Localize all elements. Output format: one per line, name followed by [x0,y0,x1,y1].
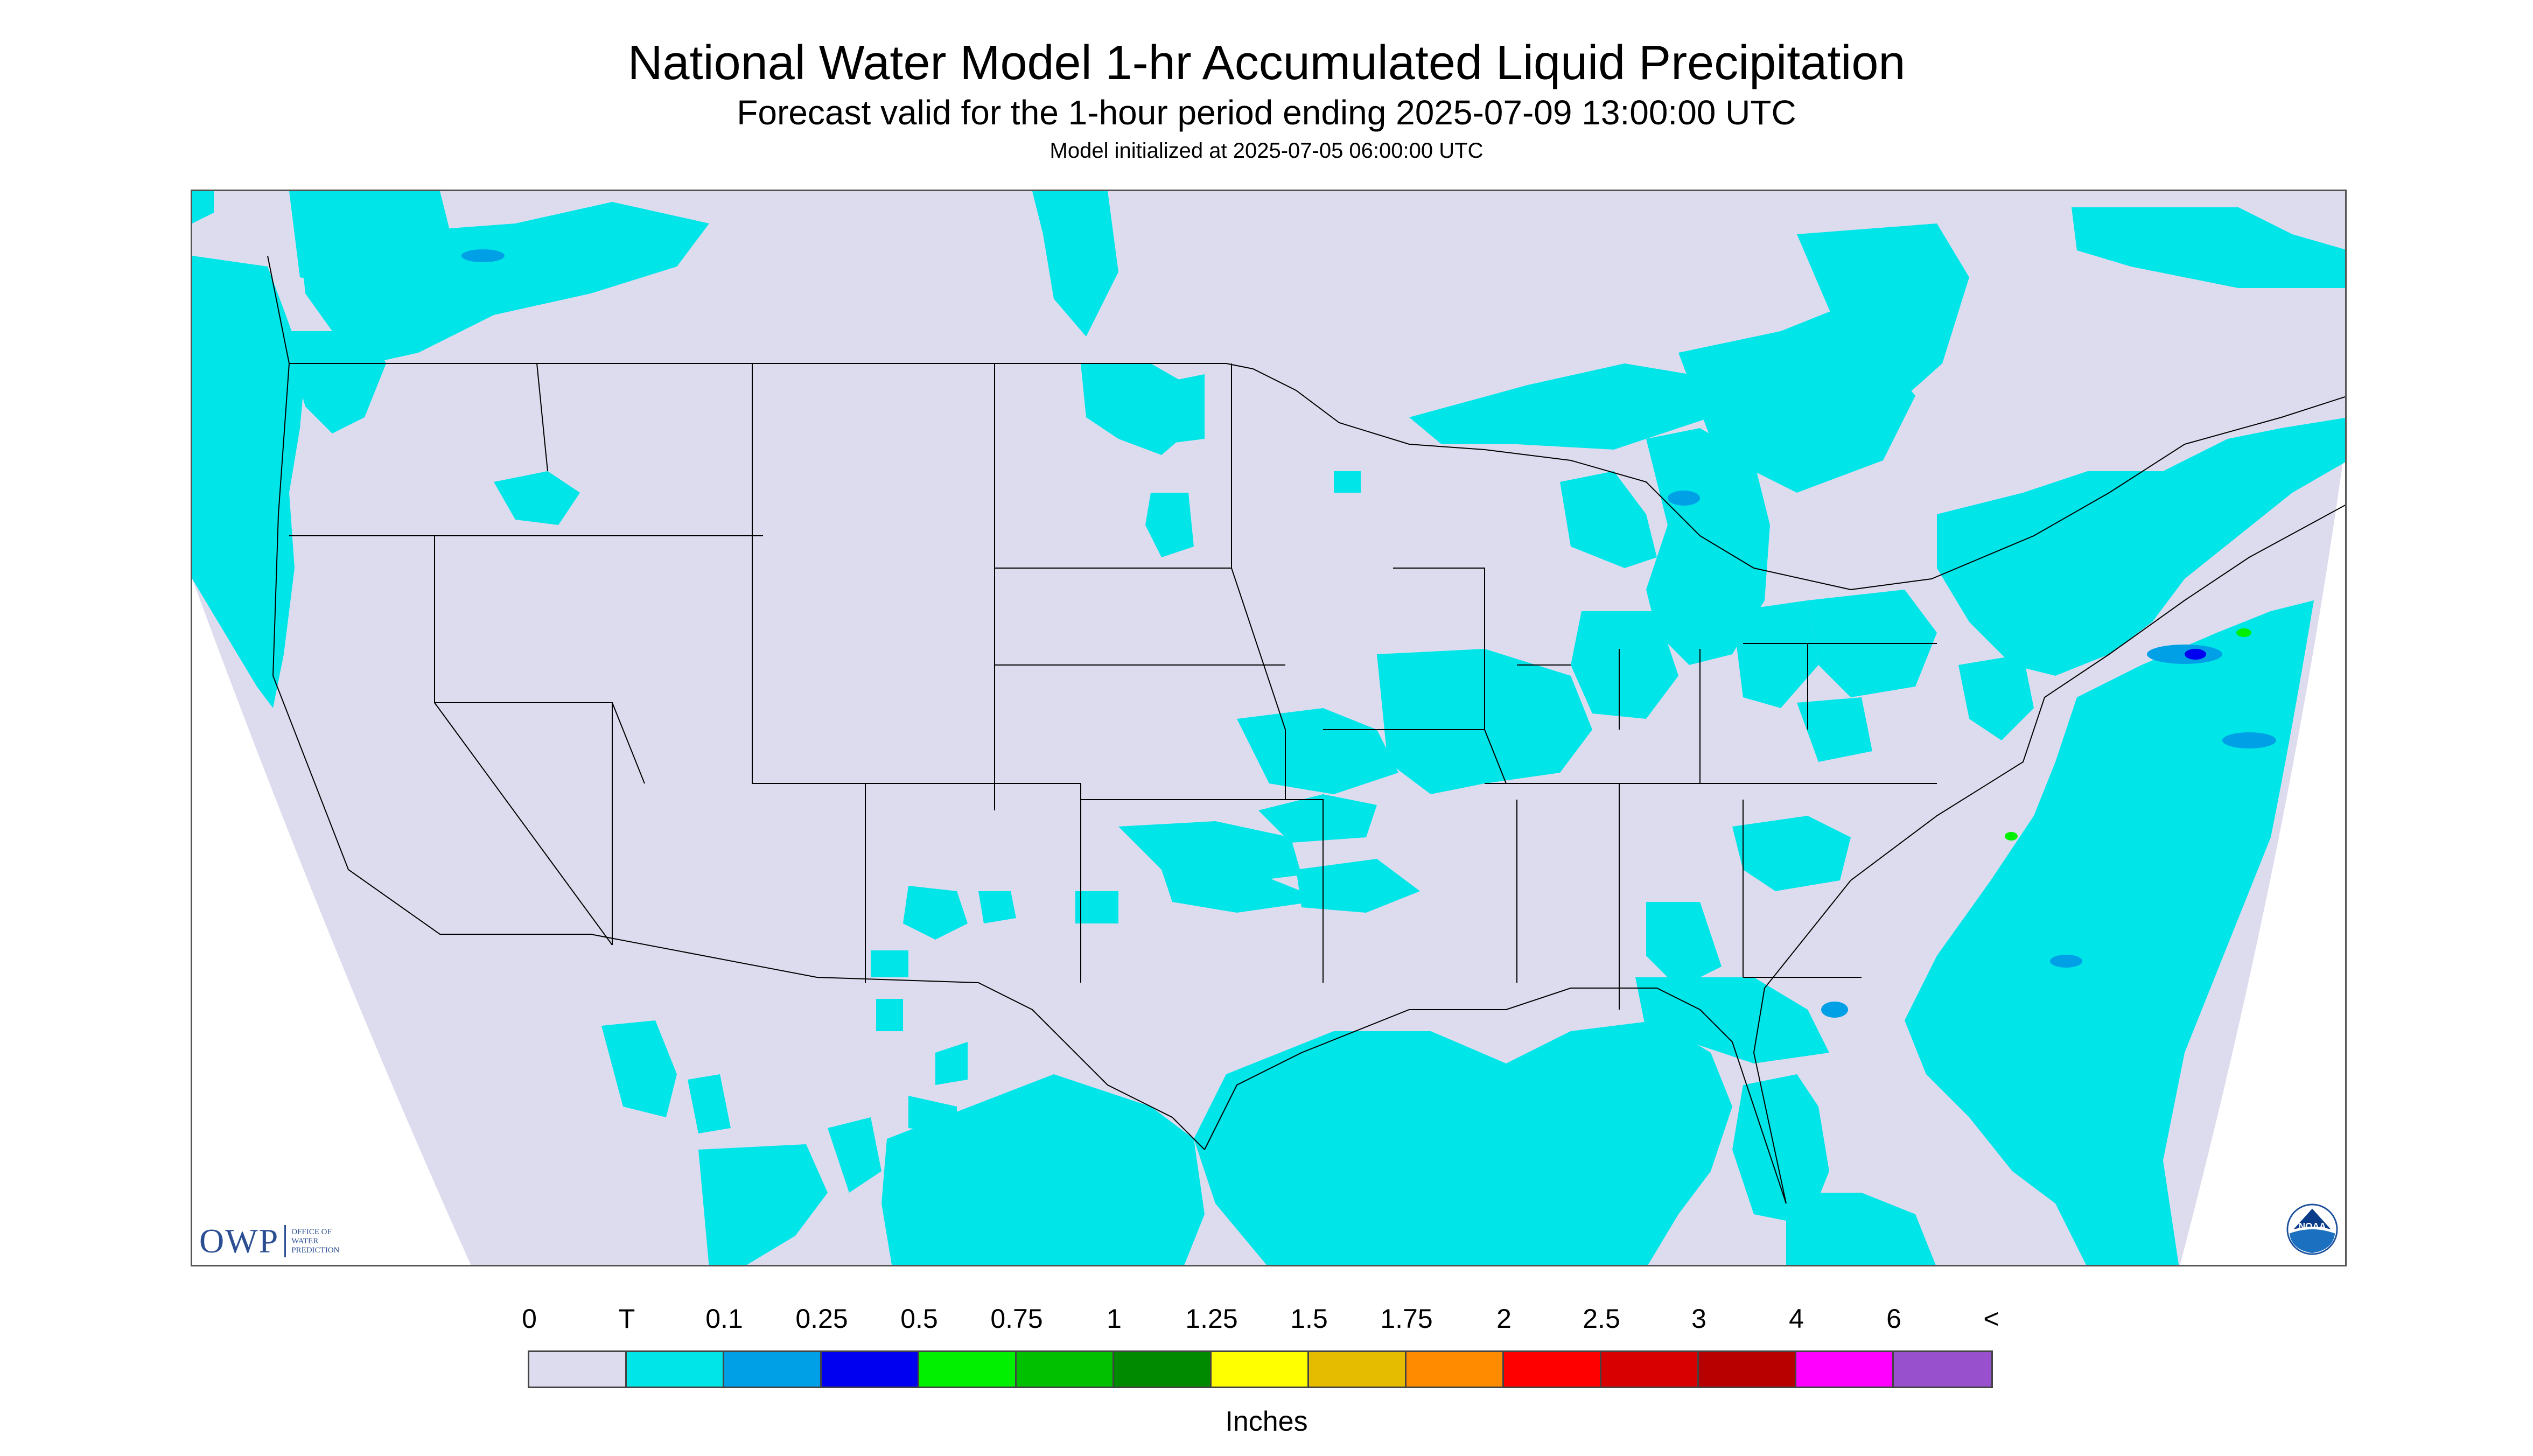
precip-wisconsin-michigan [1560,471,1657,568]
precip-northeast [1937,417,2345,676]
precip-gulf-east [1732,1074,1829,1225]
us-mexico-border [590,934,1205,1150]
legend-swatch [919,1352,1017,1387]
legend-swatch [1796,1352,1894,1387]
us-canada-border [289,363,2345,591]
heavy-precip-cores [2005,628,2251,841]
legend-swatch [1504,1352,1601,1387]
legend-swatch [529,1352,627,1387]
owp-logo-divider [284,1225,286,1257]
precip-ohio-valley [1571,611,1678,719]
legend-label: 4 [1789,1304,1804,1334]
legend-swatch [1407,1352,1504,1387]
legend-label: 1 [1107,1304,1122,1334]
state-boundaries [289,363,1937,1010]
legend-label: 0.75 [990,1304,1043,1334]
precip-west-texas [1075,891,1118,923]
legend-swatch [1212,1352,1309,1387]
precip-ok-arkansas [1296,859,1420,913]
legend-labels: 0 T 0.1 0.25 0.5 0.75 1 1.25 1.5 1.75 2 2.5 3 4 6 < [0,1303,2533,1335]
legend-swatch [1309,1352,1407,1387]
precip-oklahoma-2 [1161,870,1312,913]
legend-label: 1.5 [1290,1304,1328,1334]
legend-label: 3 [1691,1304,1706,1334]
page-title: National Water Model 1-hr Accumulated Li… [627,36,1906,90]
precip-southeast [1646,902,1722,988]
legend-label: 1.75 [1380,1304,1433,1334]
precip-mexico-coast [601,1020,677,1117]
legend-label: 2 [1496,1304,1512,1334]
owp-logo-text: Office of Water Prediction [291,1227,340,1255]
heavier-precip-atlantic-2 [2222,732,2276,748]
forecast-valid-subtitle: Forecast valid for the 1-hour period end… [737,93,1796,132]
legend-swatch [1017,1352,1114,1387]
model-init-subtitle: Model initialized at 2025-07-05 06:00:00… [1049,139,1484,163]
precip-gulf-carib [1786,1193,1936,1265]
precip-mexico-south [881,1074,1205,1265]
precip-mexico-central [828,1117,881,1193]
legend-units: Inches [1225,1406,1308,1437]
owp-logo-mark: OWP [199,1222,279,1260]
precip-texas-panhandle [903,886,968,940]
legend-swatch [1601,1352,1699,1387]
precip-texas-2 [871,950,908,977]
legend-swatch [724,1352,822,1387]
precip-georgia [1635,977,1829,1063]
precip-washington [284,331,386,433]
legend-label: T [618,1304,635,1334]
legend-label: 0.25 [795,1304,848,1334]
precip-kentucky [1797,697,1872,762]
legend-label: 0 [522,1304,537,1334]
legend-swatch [1114,1352,1212,1387]
noaa-logo-icon: NOAA [2286,1203,2338,1255]
precip-nebraska [1334,471,1361,493]
atlantic-coast [1753,505,2345,1204]
pacific-coast [267,255,591,935]
precip-canada-west-2 [300,202,709,363]
precip-pacific-northwest [192,191,305,708]
precip-carolinas [1732,816,1851,891]
legend-label: 0.5 [900,1304,938,1334]
noaa-logo-text: NOAA [2299,1221,2326,1231]
legend-label: 2.5 [1583,1304,1620,1334]
political-boundaries [267,255,2345,1204]
precip-lower-michigan [1646,428,1770,665]
precipitation-map [191,190,2347,1266]
precip-mexico-south-2 [935,1042,968,1085]
precip-south-dakota [1145,493,1194,557]
legend-swatch [627,1352,724,1387]
precip-idaho [494,471,580,525]
map-canvas [192,191,2345,1265]
precip-indiana [1732,600,1818,708]
legend-label: 6 [1886,1304,1901,1334]
precip-quebec-east [2072,207,2345,288]
precip-kansas [1258,794,1377,843]
legend-colorbar [528,1350,1993,1388]
legend-swatch [1894,1352,1991,1387]
precipitation-areas [192,191,2345,1265]
precip-canada-central [1032,191,1118,337]
heavier-precip-florida [1821,1002,1848,1018]
gulf-coast [1204,988,1787,1204]
legend-label: 0.1 [705,1304,743,1334]
precip-texas-1 [978,891,1016,923]
owp-logo: OWP Office of Water Prediction [199,1221,351,1261]
heavier-precip-canada [461,249,505,262]
precip-great-lakes-north [1409,363,1711,450]
heavier-precip-gulfstream [2050,955,2082,968]
precip-texas-3 [876,999,903,1031]
precip-north-dakota-2 [1151,374,1205,444]
legend-swatch [1699,1352,1796,1387]
precip-sierra-madre [688,1074,731,1133]
precip-atlantic-offshore [1905,600,2314,1265]
precip-mid-atlantic [1958,654,2034,740]
precip-gulf-west [1194,1020,1732,1265]
legend-swatch [822,1352,919,1387]
legend-label: 1.25 [1185,1304,1238,1334]
heavier-precip-lakes [1668,491,1700,506]
precip-mexico-west [698,1144,828,1265]
precip-quebec [1797,223,1969,407]
legend-label: < [1983,1304,1999,1334]
